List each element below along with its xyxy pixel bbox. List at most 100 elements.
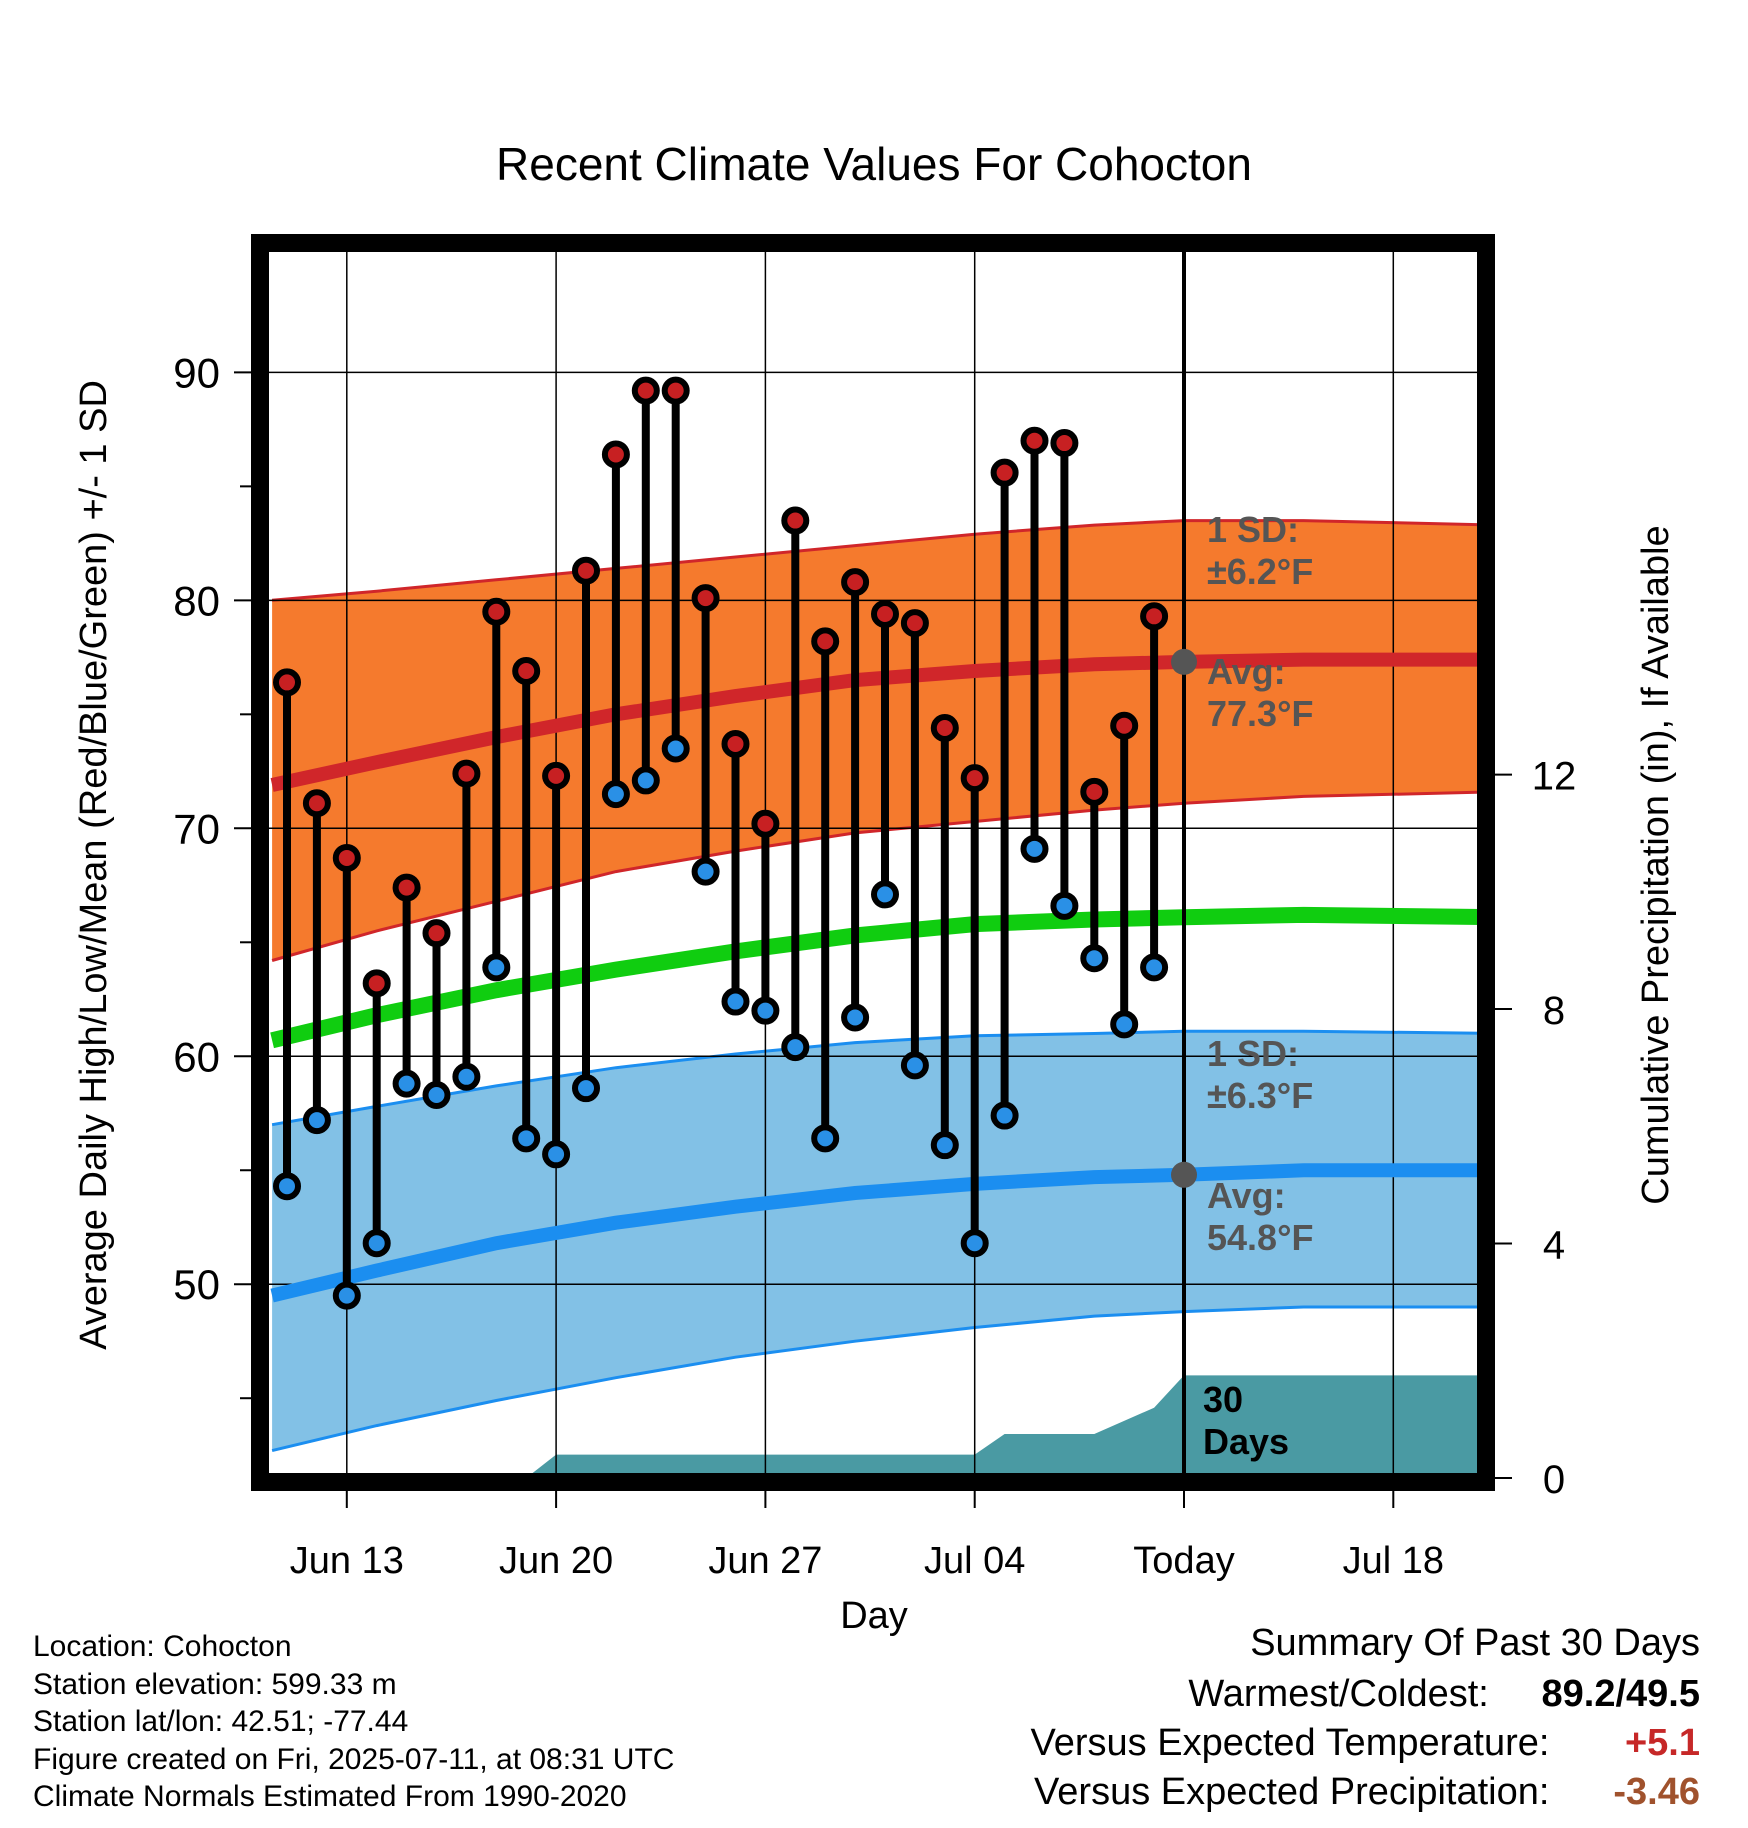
- daily-high-marker: [1140, 602, 1169, 631]
- daily-high-marker: [542, 761, 571, 790]
- precip-value: -3.46: [1613, 1771, 1700, 1813]
- x-tick-label: Jun 27: [708, 1540, 822, 1582]
- x-tick-label: Jul 04: [924, 1540, 1025, 1582]
- daily-high-marker: [811, 627, 840, 656]
- high-avg-annotation: Avg: 77.3°F: [1207, 651, 1313, 734]
- daily-low-marker: [661, 734, 690, 763]
- latlon-text: Station lat/lon: 42.51; -77.44: [33, 1705, 409, 1738]
- daily-high-marker: [781, 506, 810, 535]
- daily-low-marker: [542, 1140, 571, 1169]
- daily-low-marker: [930, 1131, 959, 1160]
- daily-low-marker: [1080, 944, 1109, 973]
- daily-low-marker: [482, 953, 511, 982]
- today-high-marker: [1171, 648, 1197, 675]
- daily-high-marker: [960, 764, 989, 793]
- plot-frame: [251, 234, 1495, 1491]
- daily-high-marker: [930, 714, 959, 743]
- daily-high-marker: [721, 729, 750, 758]
- chart-title: Recent Climate Values For Cohocton: [496, 138, 1252, 190]
- x-tick-label: Today: [1133, 1540, 1234, 1582]
- high-sd-band: [272, 520, 1482, 961]
- y-tick-label: 90: [173, 349, 220, 396]
- y-right-tick-label: 0: [1543, 1458, 1565, 1502]
- precip-label: Versus Expected Precipitation:: [1034, 1771, 1550, 1813]
- daily-high-marker: [691, 584, 720, 613]
- daily-high-marker: [512, 657, 541, 686]
- daily-high-marker: [273, 668, 301, 697]
- daily-high-marker: [631, 376, 660, 405]
- daily-low-marker: [302, 1106, 331, 1135]
- y-right-tick-label: 4: [1543, 1224, 1565, 1268]
- y-tick-label: 70: [173, 805, 220, 852]
- temp-label: Versus Expected Temperature:: [1030, 1722, 1550, 1764]
- summary-panel: Summary Of Past 30 Days Warmest/Coldest:…: [800, 1622, 1700, 1814]
- warmest-value: 89.2/49.5: [1541, 1673, 1700, 1715]
- daily-high-marker: [1050, 429, 1079, 458]
- daily-high-marker: [990, 458, 1019, 487]
- today-days-label: 30 Days: [1203, 1379, 1289, 1462]
- low-sd-annotation: 1 SD: ±6.3°F: [1207, 1033, 1313, 1116]
- x-axis-label: Day: [840, 1595, 908, 1637]
- daily-low-marker: [871, 880, 899, 909]
- daily-high-marker: [661, 376, 690, 405]
- created-text: Figure created on Fri, 2025-07-11, at 08…: [33, 1742, 675, 1776]
- station-info: Location: Cohocton Station elevation: 59…: [33, 1628, 674, 1816]
- location-text: Location: Cohocton: [33, 1630, 292, 1663]
- daily-low-marker: [841, 1003, 870, 1032]
- x-tick-label: Jun 20: [499, 1540, 613, 1582]
- daily-low-marker: [781, 1033, 810, 1062]
- summary-title: Summary Of Past 30 Days: [1250, 1622, 1700, 1664]
- daily-high-marker: [1080, 777, 1109, 806]
- avg-mean-line: [270, 906, 1482, 1049]
- daily-high-marker: [751, 809, 780, 838]
- y-right-tick-label: 12: [1532, 755, 1577, 799]
- daily-low-marker: [422, 1081, 451, 1110]
- daily-low-marker: [332, 1281, 361, 1310]
- daily-low-marker: [601, 780, 630, 809]
- y-tick-label: 50: [173, 1261, 220, 1308]
- daily-high-marker: [900, 609, 929, 638]
- high-sd-annotation: 1 SD: ±6.2°F: [1207, 509, 1313, 592]
- daily-high-marker: [482, 597, 511, 626]
- y-tick-label: 60: [173, 1033, 220, 1080]
- today-low-marker: [1171, 1161, 1197, 1188]
- daily-high-marker: [841, 568, 870, 597]
- x-tick-label: Jun 13: [290, 1540, 404, 1582]
- daily-low-marker: [811, 1124, 840, 1153]
- daily-high-marker: [1110, 711, 1139, 740]
- daily-low-marker: [362, 1229, 391, 1258]
- daily-low-marker: [1020, 834, 1049, 863]
- daily-high-marker: [422, 919, 451, 948]
- daily-low-marker: [1050, 891, 1079, 920]
- avg-low-line: [270, 1163, 1482, 1303]
- summary-warmest-row: Warmest/Coldest: 89.2/49.5: [800, 1673, 1700, 1716]
- daily-low-marker: [1140, 953, 1169, 982]
- elevation-text: Station elevation: 599.33 m: [33, 1667, 397, 1701]
- daily-low-marker: [960, 1229, 989, 1258]
- daily-high-marker: [452, 759, 481, 788]
- y-axis-label: Average Daily High/Low/Mean (Red/Blue/Gr…: [73, 380, 115, 1350]
- y-axis-right-label: Cumulative Precipitation (in), If Availa…: [1635, 525, 1677, 1204]
- daily-high-marker: [332, 843, 361, 872]
- normals-text: Climate Normals Estimated From 1990-2020: [33, 1780, 627, 1813]
- summary-precip-row: Versus Expected Precipitation: -3.46: [800, 1771, 1700, 1814]
- low-avg-annotation: Avg: 54.8°F: [1207, 1175, 1313, 1258]
- daily-low-marker: [452, 1062, 481, 1091]
- daily-high-marker: [362, 969, 391, 998]
- daily-low-marker: [900, 1051, 929, 1080]
- summary-temp-row: Versus Expected Temperature: +5.1: [800, 1722, 1700, 1765]
- warmest-label: Warmest/Coldest:: [1188, 1673, 1489, 1715]
- daily-low-marker: [572, 1074, 600, 1103]
- daily-high-marker: [302, 789, 331, 818]
- daily-low-marker: [512, 1124, 541, 1153]
- daily-high-marker: [1020, 426, 1049, 455]
- x-tick-label: Jul 18: [1343, 1540, 1444, 1582]
- low-sd-upper-line: [271, 1029, 1482, 1127]
- low-sd-band: [272, 1031, 1482, 1451]
- daily-low-marker: [273, 1172, 301, 1201]
- daily-high-marker: [871, 600, 899, 629]
- daily-high-marker: [572, 556, 600, 585]
- daily-low-marker: [1110, 1010, 1139, 1039]
- daily-low-marker: [691, 857, 720, 886]
